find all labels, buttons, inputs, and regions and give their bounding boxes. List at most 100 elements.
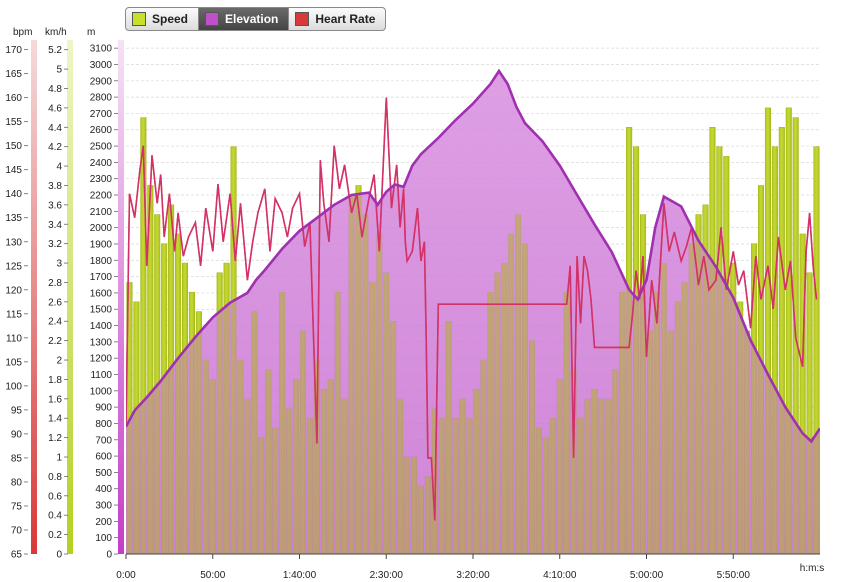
speed-bar-overlay xyxy=(341,398,348,554)
speed-bar-overlay xyxy=(265,369,272,554)
speed-bar-overlay xyxy=(806,272,813,554)
speed-bar-overlay xyxy=(605,398,612,554)
speed-bar xyxy=(799,233,806,554)
speed-bar-overlay xyxy=(723,156,730,554)
speed-bar-overlay xyxy=(619,292,625,554)
y-tick-label: 200 xyxy=(95,517,112,528)
y-tick-label: 130 xyxy=(5,237,22,248)
x-tick-label: 2:30:00 xyxy=(370,570,404,581)
speed-bar-overlay xyxy=(321,389,327,554)
speed-bar-overlay xyxy=(647,330,653,554)
y-tick-label: 110 xyxy=(6,333,22,344)
speed-bar-overlay xyxy=(501,263,507,554)
x-tick-label: 5:50:00 xyxy=(717,570,751,581)
speed-bar-overlay xyxy=(196,311,202,554)
y-tick-label: 4.4 xyxy=(48,123,62,134)
speed-bar-overlay xyxy=(258,437,265,554)
speed-bar xyxy=(764,107,771,554)
speed-bar-overlay xyxy=(577,418,584,554)
speed-bar-overlay xyxy=(244,398,251,554)
axis-bpm: bpm 65 70 75 80 85 90 95 100 105 110 115 120 125 130 1… xyxy=(5,27,37,561)
x-tick-label: 0:00 xyxy=(116,570,136,581)
elevation-area xyxy=(126,71,820,554)
speed-bar-overlay xyxy=(168,204,174,554)
y-tick-label: 1000 xyxy=(90,386,113,397)
y-tick-label: 0.8 xyxy=(48,472,62,483)
axis-bpm-bar xyxy=(31,40,37,554)
y-tick-label: 300 xyxy=(95,501,112,512)
speed-bar-overlay xyxy=(216,272,223,554)
y-tick-label: 1600 xyxy=(90,288,113,299)
speed-bar-overlay xyxy=(327,379,334,554)
y-tick-label: 70 xyxy=(11,525,23,536)
speed-bar-overlay xyxy=(411,457,417,554)
y-tick-label: 3.2 xyxy=(48,239,62,250)
y-tick-label: 1300 xyxy=(90,337,113,348)
y-tick-label: 85 xyxy=(11,453,23,464)
x-tick-label: 3:20:00 xyxy=(456,570,490,581)
y-tick-label: 2300 xyxy=(90,174,113,185)
elevation-line xyxy=(126,68,820,444)
speed-bar-overlay xyxy=(598,398,605,554)
speed-bar-overlay xyxy=(633,146,639,554)
speed-bar-overlay xyxy=(765,107,771,554)
y-tick-label: 2.8 xyxy=(48,278,62,289)
axis-m-bar xyxy=(118,40,124,554)
axis-kmh: km/h 0 0.2 0.4 0.6 0.8 1 1.2 1.4 1.6 1.8 2 2.2 2.4 2.… xyxy=(45,27,73,561)
y-tick-label: 170 xyxy=(5,45,22,56)
speed-bar-overlay xyxy=(334,292,341,554)
y-tick-label: 115 xyxy=(6,309,22,320)
speed-bar-overlay xyxy=(161,243,167,554)
y-tick-label: 2600 xyxy=(90,125,113,136)
speed-bar-overlay xyxy=(536,427,542,554)
legend-label: Heart Rate xyxy=(315,12,376,26)
legend-item-heart-rate[interactable]: Heart Rate xyxy=(289,8,385,30)
speed-bar-overlay xyxy=(494,272,501,554)
speed-bar-overlay xyxy=(688,243,695,554)
y-tick-label: 1800 xyxy=(90,256,113,267)
legend-item-elevation[interactable]: Elevation xyxy=(199,8,290,30)
x-tick-label: 5:00:00 xyxy=(630,570,664,581)
speed-bar-overlay xyxy=(425,476,431,554)
y-tick-label: 0 xyxy=(106,550,112,561)
x-axis-label: h:m:s xyxy=(800,563,824,574)
y-tick-label: 2100 xyxy=(90,207,113,218)
legend-swatch xyxy=(132,12,146,26)
speed-bar-overlay xyxy=(480,360,487,554)
speed-bar-overlay xyxy=(522,243,528,554)
y-tick-label: 2.2 xyxy=(48,336,62,347)
y-tick-label: 3100 xyxy=(90,44,113,55)
y-tick-label: 1 xyxy=(56,453,62,464)
y-tick-label: 3000 xyxy=(90,60,113,71)
speed-bar-overlay xyxy=(654,292,660,554)
speed-bar-overlay xyxy=(786,107,792,554)
y-tick-label: 4.2 xyxy=(48,142,62,153)
y-tick-label: 155 xyxy=(5,117,22,128)
y-tick-label: 0 xyxy=(56,550,62,561)
speed-bar-overlay xyxy=(237,360,244,554)
speed-bar-overlay xyxy=(612,369,619,554)
speed-bar-overlay xyxy=(272,427,278,554)
y-tick-label: 600 xyxy=(95,452,112,463)
speed-bar xyxy=(806,272,813,554)
y-tick-label: 1.6 xyxy=(48,394,62,405)
speed-bar-overlay xyxy=(751,243,757,554)
y-tick-label: 4 xyxy=(56,162,62,173)
legend-item-speed[interactable]: Speed xyxy=(126,8,200,30)
speed-bar-overlay xyxy=(563,292,570,554)
y-tick-label: 100 xyxy=(95,533,112,544)
y-tick-label: 5 xyxy=(56,65,62,76)
speed-bar-overlay xyxy=(550,418,556,554)
speed-bar-overlay xyxy=(640,214,646,554)
y-tick-label: 165 xyxy=(5,69,22,80)
speed-bar-overlay xyxy=(758,185,764,554)
speed-bar-overlay xyxy=(286,408,292,554)
x-axis-ticks: 0:00 50:00 1:40:00 2:30:00 3:20:00 4:10:00 5:0… xyxy=(116,554,750,581)
y-tick-label: 1900 xyxy=(90,239,113,250)
x-tick-label: 1:40:00 xyxy=(283,570,317,581)
y-tick-label: 3 xyxy=(56,259,62,270)
speed-bar xyxy=(140,117,147,554)
speed-bar-overlay xyxy=(147,185,154,554)
speed-bar-overlay xyxy=(473,389,480,554)
y-tick-label: 900 xyxy=(95,403,112,414)
